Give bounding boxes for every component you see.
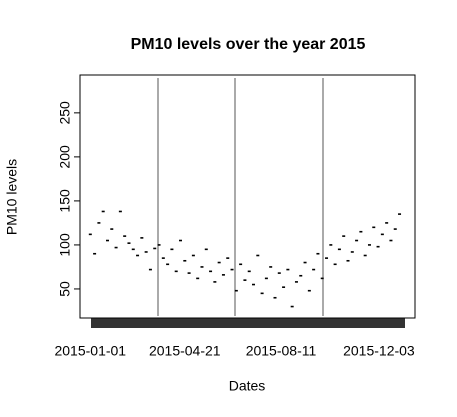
- y-tick-label: 200: [57, 145, 73, 169]
- y-tick-label: 50: [57, 281, 73, 297]
- x-tick-label: 2015-08-11: [246, 343, 317, 359]
- x-tick-label: 2015-04-21: [149, 343, 221, 359]
- x-axis-label: Dates: [229, 378, 266, 394]
- plot-frame: [79, 74, 416, 319]
- rug: [91, 318, 405, 328]
- y-tick-label: 100: [57, 233, 73, 257]
- y-tick-label: 150: [57, 189, 73, 213]
- y-axis-label: PM10 levels: [4, 159, 20, 235]
- x-tick-label: 2015-01-01: [54, 343, 126, 359]
- x-tick-label: 2015-12-03: [343, 343, 415, 359]
- chart-title: PM10 levels over the year 2015: [131, 36, 366, 53]
- y-tick-label: 250: [57, 101, 73, 125]
